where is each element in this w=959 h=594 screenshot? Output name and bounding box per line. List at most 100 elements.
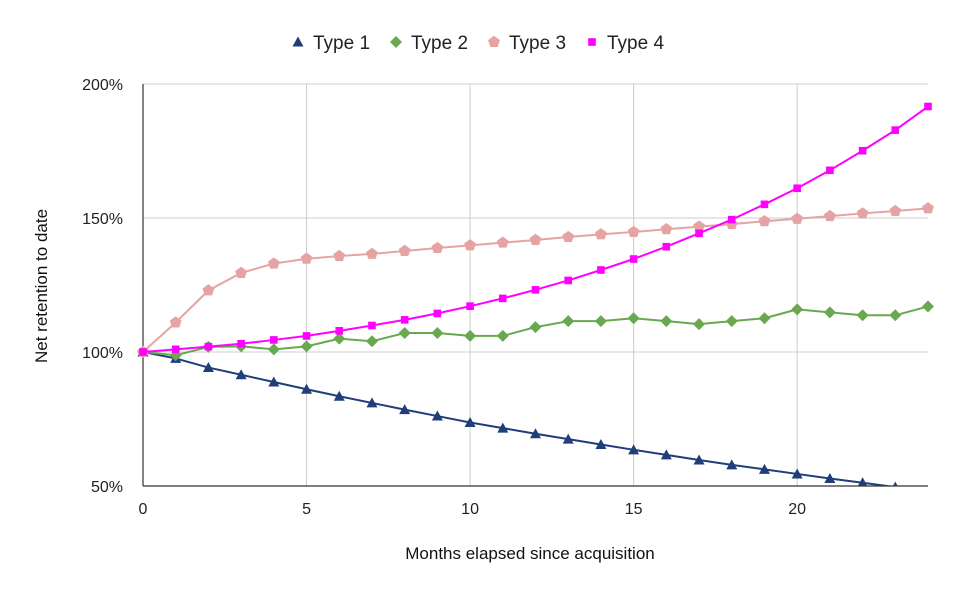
legend-item-type-4: Type 4 [588,33,664,54]
data-point [857,477,868,486]
data-point [856,207,869,219]
data-point [398,326,411,339]
data-point [270,336,278,344]
data-point [726,459,738,470]
data-point [169,316,182,328]
legend-marker [292,36,304,47]
y-axis-title: Net retention to date [32,209,51,363]
series-type-4 [139,102,932,356]
data-point [433,309,442,318]
series-type-3 [137,202,934,358]
series-layer [137,102,934,486]
axes [142,84,928,487]
data-point [594,315,607,328]
data-point [431,410,443,421]
legend-item-type-3: Type 3 [488,33,566,54]
data-point [431,326,444,339]
data-point [758,463,770,474]
data-point [595,438,607,449]
legend-item-type-2: Type 2 [390,33,468,54]
legend-label: Type 2 [411,33,468,54]
data-point [400,316,409,324]
data-point [365,335,378,348]
data-point [529,233,542,245]
legend-label: Type 4 [607,33,664,54]
data-point [628,444,640,455]
data-point [302,332,311,340]
y-tick-label: 50% [91,479,123,496]
x-tick-label: 15 [625,501,643,518]
data-point [662,242,671,251]
data-point [791,468,803,479]
data-point [693,220,705,232]
data-point [660,449,672,460]
series-type-1 [137,346,929,486]
data-point [496,236,509,248]
data-point [629,255,638,263]
series-line-type-4 [142,105,929,353]
data-point [267,343,280,356]
x-tick-label: 20 [788,501,806,518]
x-tick-label: 0 [139,501,148,518]
data-point [237,339,245,348]
data-point [496,329,509,342]
data-point [366,397,378,408]
data-point [398,244,411,256]
data-point [498,294,507,303]
data-point [892,481,898,486]
data-point [693,454,705,465]
data-point [466,302,474,310]
data-point [464,239,476,251]
x-axis-title: Months elapsed since acquisition [405,544,654,563]
data-point [431,241,444,254]
legend-marker [488,35,500,48]
data-point [171,345,180,354]
data-point [300,252,313,264]
data-point [300,340,313,353]
data-point [464,416,476,427]
data-point [856,309,869,322]
data-point [791,212,804,224]
data-point [727,215,736,224]
x-tick-label: 10 [461,501,479,518]
data-point [791,303,804,316]
data-point [595,228,607,240]
data-point [927,485,929,486]
data-point [823,306,836,319]
data-point [889,309,902,322]
data-point [660,223,673,235]
data-point [333,332,346,345]
data-point [627,312,640,325]
data-point [725,315,738,328]
data-point [235,266,248,278]
data-point [660,315,673,328]
data-point [301,383,313,394]
x-tick-label: 5 [302,501,311,518]
data-point [693,318,706,331]
data-point [268,376,280,387]
data-point [497,422,509,433]
data-point [368,321,376,330]
data-point [335,327,344,335]
data-point [922,202,934,214]
data-point [529,321,542,334]
data-point [858,146,867,155]
data-point [695,229,703,238]
y-tick-label: 200% [82,77,123,94]
data-point [758,215,771,227]
y-tick-label: 150% [82,211,123,228]
data-point [333,249,346,262]
data-point [758,312,771,325]
data-point [139,348,147,356]
data-point [366,247,378,259]
series-line-type-1 [142,351,895,486]
data-point [922,300,934,313]
data-point [562,230,575,243]
data-point [202,362,214,373]
data-point [333,390,345,401]
tick-labels: 50% 100% 150% 200% 0 5 10 15 20 [82,77,806,518]
data-point [202,284,215,296]
data-point [204,342,213,351]
legend-item-type-1: Type 1 [292,33,370,54]
